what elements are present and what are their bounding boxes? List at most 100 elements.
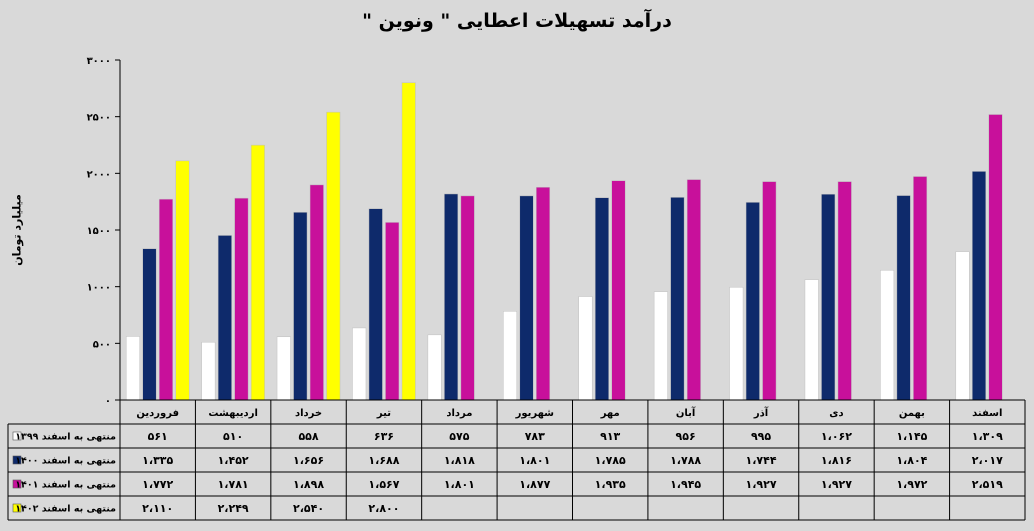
table-cell-value: ۲،۱۱۰: [142, 502, 173, 515]
table-cell-value: ۱،۸۱۸: [444, 454, 475, 467]
bar-s2-11: [896, 195, 911, 401]
category-label: آذر: [753, 406, 769, 419]
bar-s1-4: [352, 327, 367, 401]
bar-s1-12: [955, 251, 970, 401]
table-cell-value: ۱،۸۰۱: [519, 454, 550, 467]
table-cell-value: ۵۱۰: [223, 430, 243, 443]
table-cell-value: ۱،۷۷۲: [142, 478, 173, 491]
table-cell-value: ۱،۹۲۷: [746, 478, 777, 491]
bar-s2-5: [444, 193, 459, 401]
table-cell-value: ۲،۰۱۷: [972, 454, 1003, 467]
category-label: اسفند: [972, 408, 1002, 419]
category-label: مرداد: [446, 408, 472, 419]
table-cell-value: ۱،۳۰۹: [972, 430, 1003, 443]
legend-swatch: [12, 503, 22, 513]
y-tick-label: ۲۰۰۰: [87, 169, 111, 180]
bar-s2-7: [594, 197, 609, 401]
category-label: فروردین: [136, 408, 179, 419]
bar-s1-1: [125, 336, 140, 401]
y-tick-label: ۰: [105, 396, 111, 407]
table-cell-value: ۱،۸۷۷: [519, 478, 550, 491]
table-cell-value: ۱،۸۰۱: [444, 478, 475, 491]
table-cell-value: ۱،۳۳۵: [142, 454, 173, 467]
y-tick-label: ۵۰۰: [93, 339, 111, 350]
table-cell-value: ۱،۷۸۵: [595, 454, 626, 467]
plot-area: [120, 60, 1025, 400]
bar-s4-2: [250, 144, 265, 401]
legend-label: منتهی به اسفند ۱۴۰۲: [15, 504, 116, 515]
category-label: اردیبهشت: [208, 408, 258, 419]
table-cell-value: ۲،۵۴۰: [293, 502, 324, 515]
legend-swatch: [12, 431, 22, 441]
table-cell-value: ۱،۵۶۷: [368, 478, 399, 491]
bar-s1-6: [503, 311, 518, 401]
table-cell-value: ۱،۴۵۲: [218, 454, 249, 467]
table-cell-value: ۱،۰۶۲: [821, 430, 852, 443]
table-cell-value: ۷۸۳: [525, 430, 545, 443]
bar-s1-5: [427, 334, 442, 401]
bar-s4-1: [175, 160, 190, 401]
table-cell-value: ۶۳۶: [374, 430, 394, 443]
bar-s3-8: [686, 179, 701, 401]
legend-swatch: [12, 455, 22, 465]
table-cell-value: ۹۹۵: [751, 430, 771, 443]
bar-s2-4: [368, 208, 383, 401]
bar-s1-8: [653, 291, 668, 401]
table-cell-value: ۱،۱۴۵: [896, 430, 927, 443]
category-label: بهمن: [899, 408, 925, 419]
table-cell-value: ۲،۲۴۹: [218, 502, 249, 515]
bar-s3-10: [837, 181, 852, 401]
bar-s1-7: [578, 296, 593, 401]
legend-label: منتهی به اسفند ۱۳۹۹: [15, 432, 116, 443]
chart-title: درآمد تسهیلات اعطایی " ونوین ": [362, 10, 672, 32]
bar-s1-2: [201, 341, 216, 401]
bar-s3-6: [536, 187, 551, 401]
bar-s3-12: [988, 114, 1003, 401]
bar-s1-3: [276, 336, 291, 401]
table-cell-value: ۱،۷۸۱: [218, 478, 249, 491]
bar-s3-7: [611, 180, 626, 401]
y-tick-label: ۱۵۰۰: [87, 226, 111, 237]
table-cell-value: ۵۶۱: [148, 430, 168, 443]
y-tick-label: ۱۰۰۰: [87, 283, 111, 294]
bar-s2-8: [670, 197, 685, 401]
bar-s2-6: [519, 195, 534, 401]
bar-s2-9: [745, 202, 760, 401]
category-label: مهر: [600, 408, 620, 419]
bar-s2-3: [293, 212, 308, 401]
legend-swatch: [12, 479, 22, 489]
bar-s1-9: [729, 286, 744, 401]
bar-s2-2: [217, 235, 232, 401]
table-cell-value: ۱،۶۸۸: [368, 454, 399, 467]
table-cell-value: ۱،۷۴۴: [746, 454, 777, 467]
table-cell-value: ۲،۵۱۹: [972, 478, 1003, 491]
bar-s3-2: [234, 197, 249, 401]
table-cell-value: ۱،۸۰۴: [896, 454, 927, 467]
category-label: خرداد: [295, 408, 322, 419]
bar-s1-10: [804, 279, 819, 401]
table-cell-value: ۱،۶۵۶: [293, 454, 324, 467]
bar-s4-4: [401, 82, 416, 401]
bar-s3-4: [385, 222, 400, 401]
category-label: آبان: [676, 406, 696, 419]
table-cell-value: ۱،۹۲۷: [821, 478, 852, 491]
table-cell-value: ۹۱۳: [600, 430, 620, 443]
table-cell-value: ۱،۹۷۲: [896, 478, 927, 491]
bar-s2-10: [821, 193, 836, 401]
bar-s1-11: [880, 269, 895, 401]
table-cell-value: ۵۵۸: [298, 430, 318, 443]
bar-s3-9: [762, 181, 777, 401]
legend-label: منتهی به اسفند ۱۴۰۱: [15, 480, 116, 491]
bar-s3-5: [460, 195, 475, 401]
legend-label: منتهی به اسفند ۱۴۰۰: [15, 456, 116, 467]
table-cell-value: ۱،۹۴۵: [670, 478, 701, 491]
bar-s2-1: [142, 248, 157, 401]
bar-s3-3: [309, 184, 324, 401]
table-cell-value: ۹۵۶: [676, 430, 696, 443]
category-label: دی: [829, 408, 843, 419]
category-label: تیر: [376, 408, 391, 419]
table-cell-value: ۱،۹۳۵: [595, 478, 626, 491]
bar-s4-3: [326, 111, 341, 401]
table-cell-value: ۵۷۵: [449, 430, 469, 443]
table-cell-value: ۱،۷۸۸: [670, 454, 701, 467]
